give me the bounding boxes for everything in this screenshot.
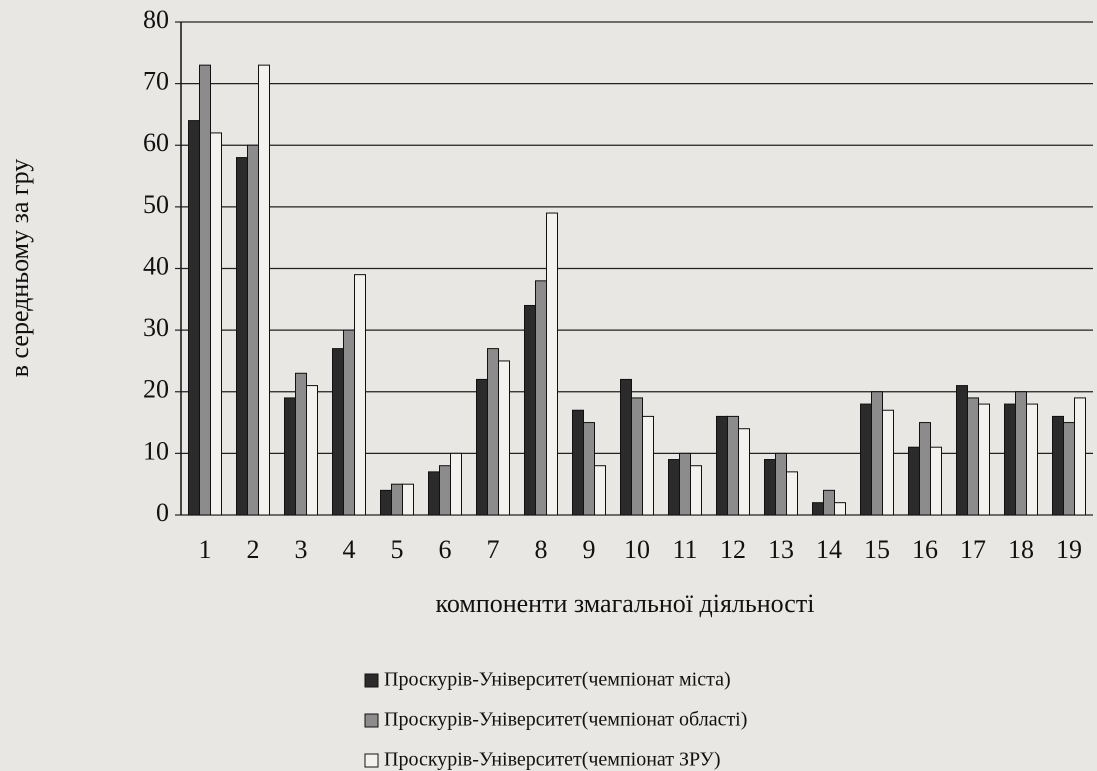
bar xyxy=(919,422,931,516)
x-tick-label: 14 xyxy=(816,535,842,564)
legend-label: Проскурів-Університет(чемпіонат міста) xyxy=(384,669,731,691)
bar xyxy=(1004,403,1016,516)
bar xyxy=(823,489,835,516)
bar xyxy=(786,471,798,516)
y-tick-label: 70 xyxy=(143,67,169,96)
y-tick-label: 40 xyxy=(143,251,169,280)
bar xyxy=(498,360,510,516)
bar xyxy=(668,459,680,516)
bar xyxy=(631,397,643,516)
bar xyxy=(583,422,595,516)
bar xyxy=(882,409,894,516)
bar xyxy=(428,471,440,516)
bar xyxy=(476,378,488,516)
x-tick-label: 15 xyxy=(864,535,890,564)
bar xyxy=(284,397,296,516)
bar xyxy=(1074,397,1086,516)
legend-swatch xyxy=(364,713,379,728)
x-tick-label: 19 xyxy=(1056,535,1082,564)
bar xyxy=(594,465,606,516)
x-tick-label: 4 xyxy=(343,535,356,564)
bar xyxy=(199,64,211,516)
x-tick-label: 11 xyxy=(672,535,697,564)
bar xyxy=(1026,403,1038,516)
bar xyxy=(978,403,990,516)
bar xyxy=(908,446,920,516)
bar xyxy=(332,348,344,516)
bar xyxy=(535,280,547,516)
x-tick-label: 9 xyxy=(583,535,596,564)
x-tick-label: 7 xyxy=(487,535,500,564)
bar xyxy=(1015,391,1027,516)
bar xyxy=(295,372,307,516)
bar xyxy=(834,502,846,516)
y-tick-label: 10 xyxy=(143,436,169,465)
bar xyxy=(306,385,318,516)
x-tick-label: 6 xyxy=(439,535,452,564)
x-tick-label: 10 xyxy=(624,535,650,564)
bar xyxy=(812,502,824,516)
y-tick-label: 60 xyxy=(143,128,169,157)
bar xyxy=(775,452,787,516)
bar xyxy=(487,348,499,516)
bar xyxy=(860,403,872,516)
bar xyxy=(1052,415,1064,516)
bar xyxy=(690,465,702,516)
x-tick-label: 2 xyxy=(247,535,260,564)
bar xyxy=(620,378,632,516)
bar xyxy=(236,157,248,516)
y-tick-label: 30 xyxy=(143,313,169,342)
x-tick-label: 16 xyxy=(912,535,938,564)
y-axis-label: в середньому за гру xyxy=(5,159,34,377)
y-tick-label: 0 xyxy=(156,498,169,527)
legend-label: Проскурів-Університет(чемпіонат ЗРУ) xyxy=(384,749,721,771)
bar xyxy=(930,446,942,516)
bar xyxy=(354,274,366,516)
bar xyxy=(247,144,259,516)
bar xyxy=(258,64,270,516)
legend-swatch xyxy=(364,673,379,688)
bar xyxy=(679,452,691,516)
x-tick-label: 18 xyxy=(1008,535,1034,564)
x-tick-label: 1 xyxy=(199,535,212,564)
bar xyxy=(871,391,883,516)
bar xyxy=(642,415,654,516)
bar xyxy=(738,428,750,516)
x-tick-label: 5 xyxy=(391,535,404,564)
bar xyxy=(391,483,403,516)
bar xyxy=(380,489,392,516)
x-tick-label: 3 xyxy=(295,535,308,564)
bar xyxy=(1063,422,1075,516)
x-tick-label: 12 xyxy=(720,535,746,564)
x-tick-label: 8 xyxy=(535,535,548,564)
bar xyxy=(727,415,739,516)
bar xyxy=(343,329,355,516)
bar xyxy=(546,212,558,516)
x-tick-label: 17 xyxy=(960,535,986,564)
bar xyxy=(716,415,728,516)
bar xyxy=(450,452,462,516)
bar xyxy=(967,397,979,516)
bar xyxy=(210,132,222,516)
y-tick-label: 80 xyxy=(143,5,169,34)
bar xyxy=(524,304,536,516)
x-axis-label: компоненти змагальної діяльності xyxy=(436,589,815,618)
bar xyxy=(188,120,200,516)
y-tick-label: 50 xyxy=(143,190,169,219)
y-tick-label: 20 xyxy=(143,375,169,404)
bar xyxy=(439,465,451,516)
bar xyxy=(956,385,968,516)
x-tick-label: 13 xyxy=(768,535,794,564)
bar xyxy=(402,483,414,516)
bar xyxy=(764,459,776,516)
legend-swatch xyxy=(364,753,379,768)
bar xyxy=(572,409,584,516)
legend-label: Проскурів-Університет(чемпіонат області) xyxy=(384,709,747,731)
